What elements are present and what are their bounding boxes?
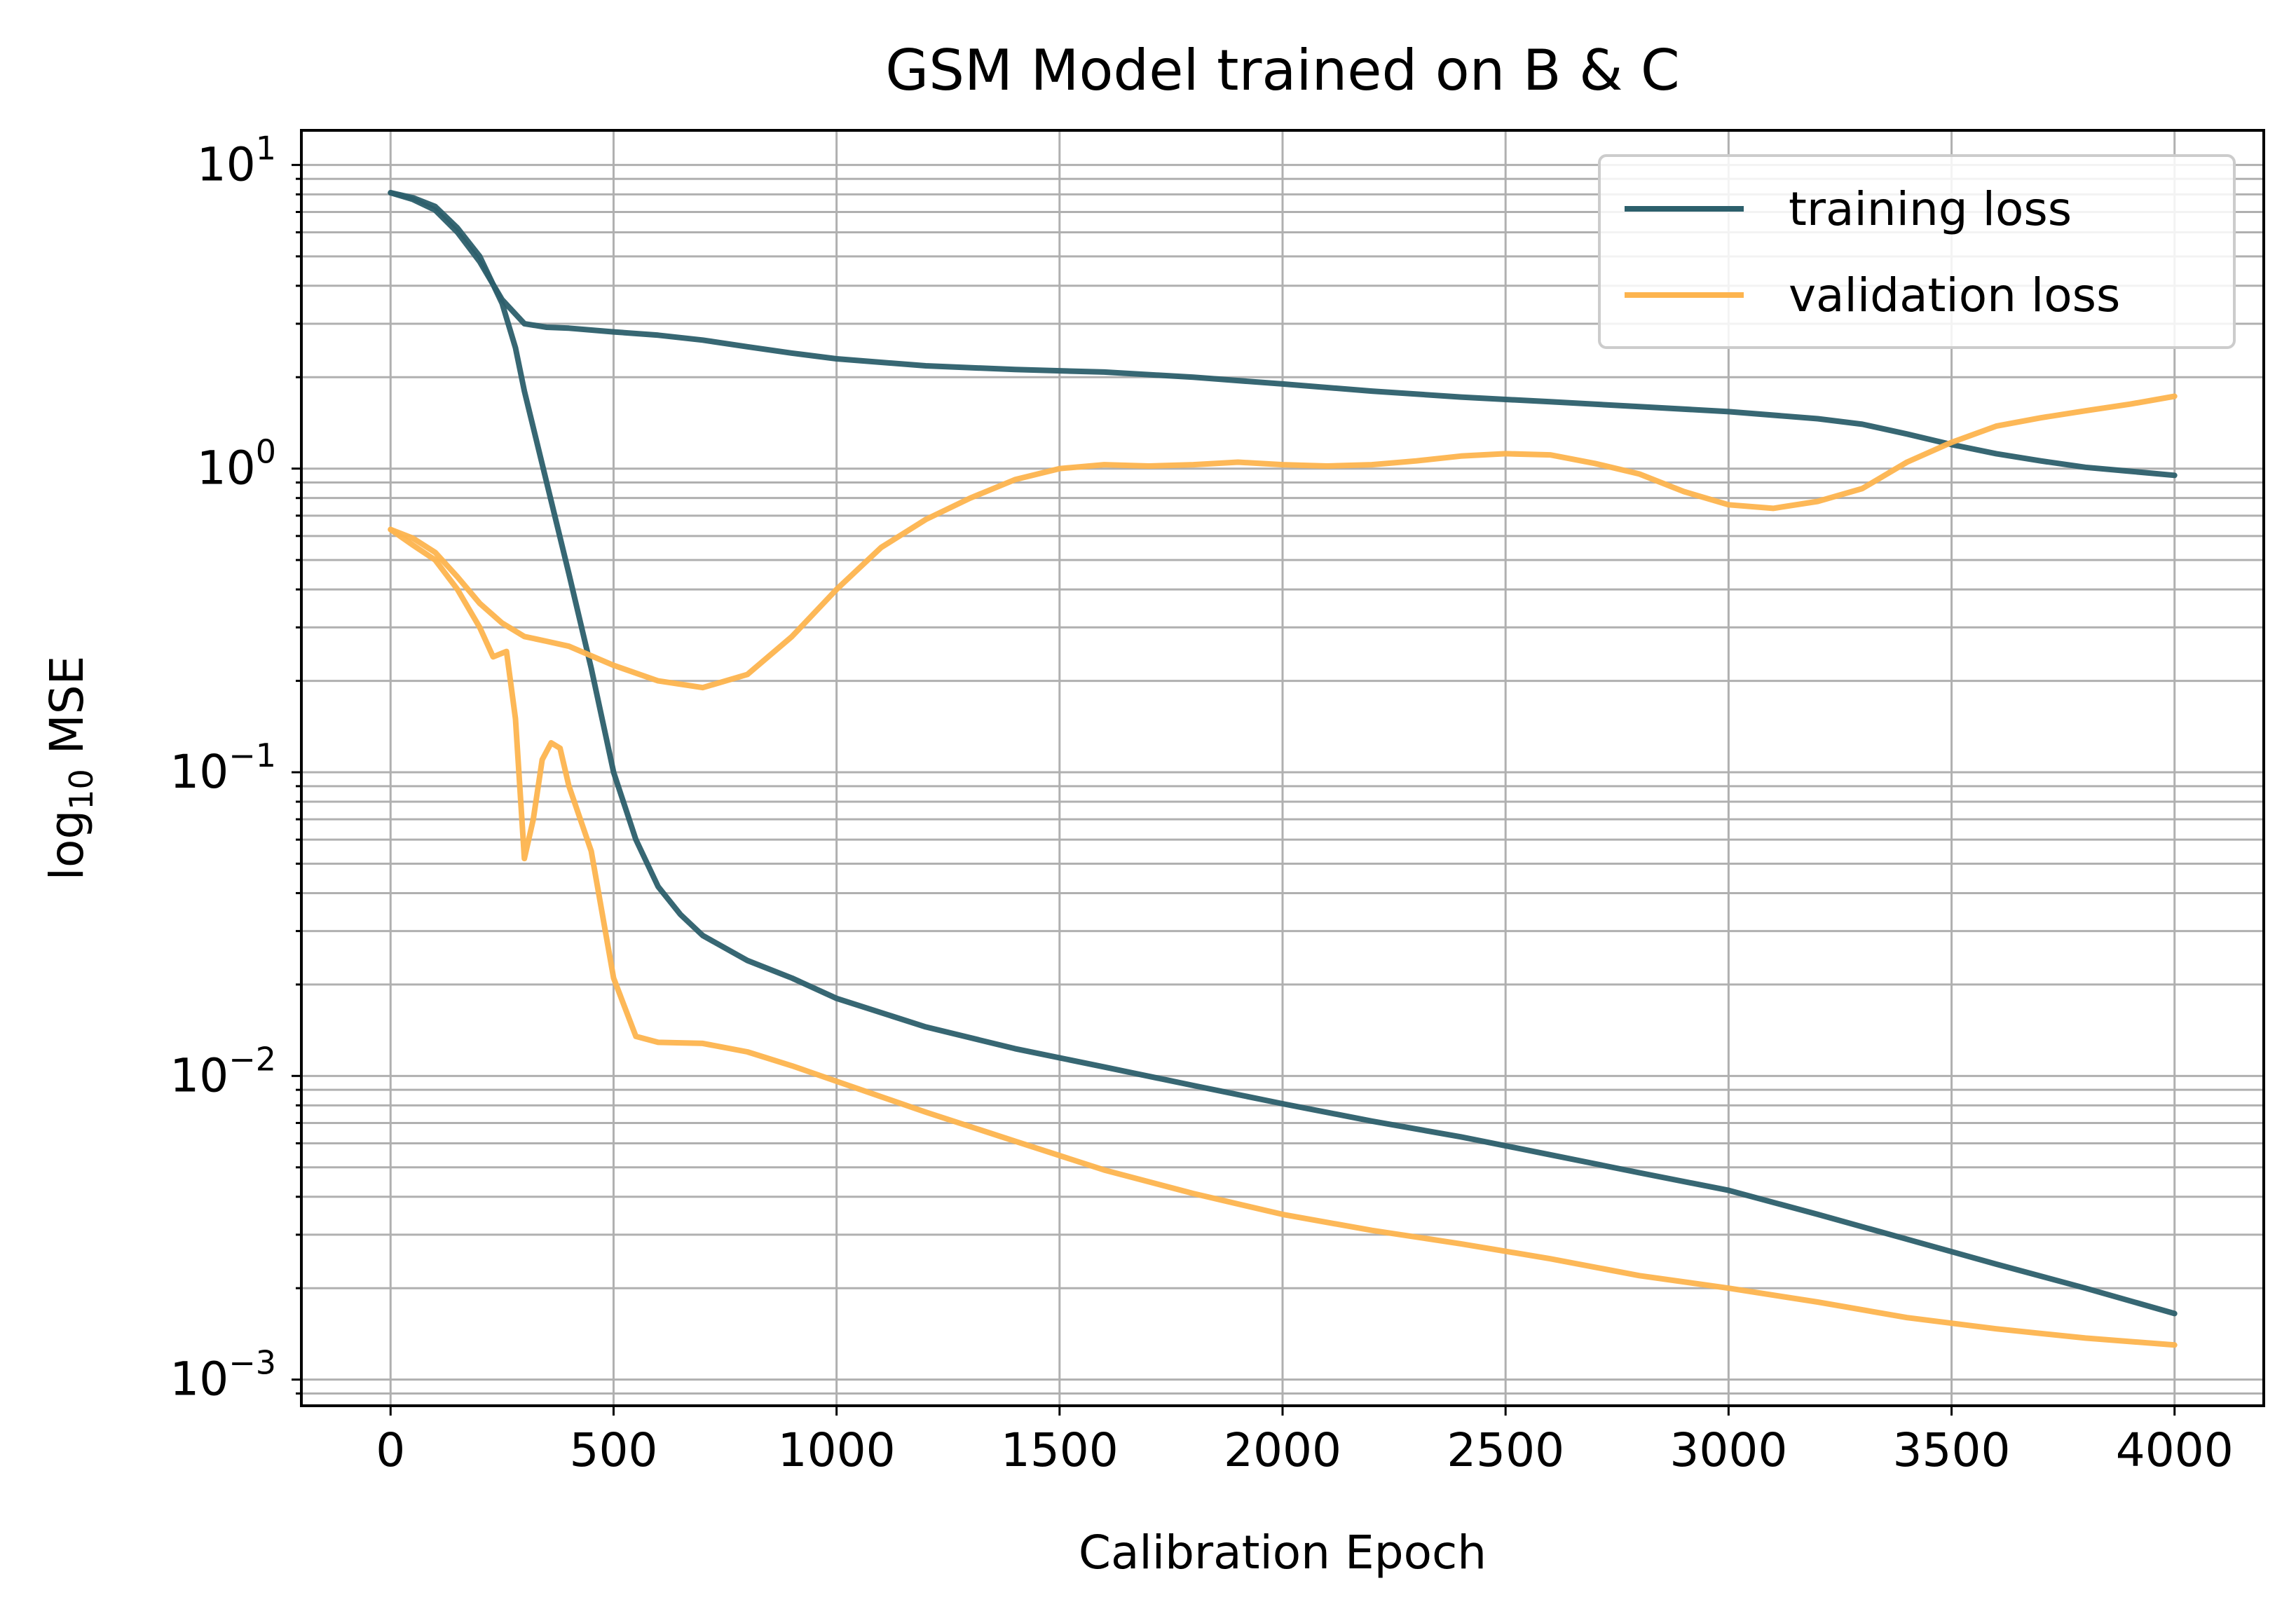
x-tick-label: 500 <box>569 1423 657 1477</box>
x-tick-label: 3000 <box>1669 1423 1787 1477</box>
y-tick-exponent: 1 <box>256 129 276 167</box>
y-tick-label: 101 <box>197 129 276 191</box>
y-axis-label-suffix: MSE <box>40 656 94 769</box>
y-tick-label: 100 <box>197 433 276 495</box>
training-loss-line-1 <box>388 190 2178 479</box>
y-tick-exponent: 0 <box>256 433 276 471</box>
x-tick-label: 4000 <box>2116 1423 2234 1477</box>
x-axis-label: Calibration Epoch <box>1079 1526 1487 1580</box>
y-tick-exponent: −1 <box>228 737 276 774</box>
validation-loss-line-1 <box>388 393 2178 691</box>
legend-label-training-loss: training loss <box>1789 182 2072 236</box>
y-tick-base: 10 <box>170 1352 228 1406</box>
y-axis-label-subscript: 10 <box>62 769 100 810</box>
series-lines <box>388 190 2178 1348</box>
y-tick-exponent: −2 <box>228 1040 276 1078</box>
y-tick-label: 10−1 <box>170 737 276 799</box>
x-tick-label: 2500 <box>1447 1423 1564 1477</box>
axis-ticks: 0 500 1000 1500 2000 2500 3000 3500 400010110010… <box>170 129 2234 1477</box>
training-loss-line-2 <box>388 190 2178 1317</box>
y-tick-base: 10 <box>197 137 256 191</box>
y-axis-label-prefix: log <box>40 810 94 881</box>
y-tick-base: 10 <box>170 745 228 799</box>
x-tick-label: 0 <box>376 1423 405 1477</box>
y-tick-base: 10 <box>197 441 256 495</box>
legend-label-validation-loss: validation loss <box>1789 268 2120 322</box>
legend-box <box>1598 154 2236 349</box>
chart-title: GSM Model trained on B & C <box>885 38 1680 103</box>
legend: training loss validation loss <box>1598 154 2236 349</box>
y-axis-label: log10 MSE <box>40 656 100 881</box>
y-tick-label: 10−2 <box>170 1040 276 1102</box>
x-tick-label: 1000 <box>778 1423 896 1477</box>
x-tick-label: 2000 <box>1224 1423 1341 1477</box>
y-tick-exponent: −3 <box>228 1344 276 1382</box>
y-tick-label: 10−3 <box>170 1344 276 1406</box>
x-tick-label: 3500 <box>1893 1423 2011 1477</box>
y-tick-base: 10 <box>170 1048 228 1102</box>
x-tick-label: 1500 <box>1001 1423 1119 1477</box>
validation-loss-line-2 <box>388 526 2178 1348</box>
